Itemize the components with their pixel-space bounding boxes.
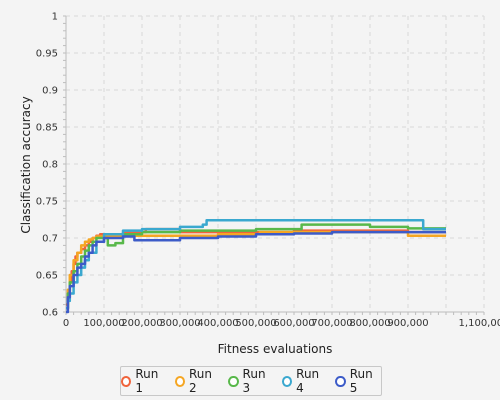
x-tick-label: 100,000 xyxy=(83,318,124,329)
x-tick-label: 700,000 xyxy=(311,318,352,329)
series-layer xyxy=(66,218,446,314)
legend-item-2[interactable]: Run 2 xyxy=(174,367,221,395)
x-tick-label: 200,000 xyxy=(121,318,162,329)
x-tick-label: 900,000 xyxy=(387,318,428,329)
legend-swatch-icon xyxy=(228,375,239,387)
legend-item-3[interactable]: Run 3 xyxy=(228,367,274,395)
legend-item-4[interactable]: Run 4 xyxy=(281,367,328,395)
legend-swatch-icon xyxy=(281,375,293,387)
y-tick-label: 0.9 xyxy=(42,86,58,97)
legend-item-5[interactable]: Run 5 xyxy=(335,367,381,395)
legend-label: Run 4 xyxy=(296,367,320,395)
legend-swatch-icon xyxy=(174,375,185,387)
x-tick-label: 0 xyxy=(63,318,69,329)
x-tick-label: 1,100,000 xyxy=(459,318,500,329)
legend-label: Run 1 xyxy=(135,367,159,395)
axis-layer: 0 100,000200,000300,000400,000500,000600,… xyxy=(36,12,500,330)
y-tick-label: 0.75 xyxy=(36,197,58,208)
legend-label: Run 2 xyxy=(188,367,212,395)
x-axis-title: Fitness evaluations xyxy=(218,342,333,356)
x-tick-label: 500,000 xyxy=(235,318,276,329)
x-tick-label: 400,000 xyxy=(197,318,238,329)
y-tick-label: 0.8 xyxy=(42,160,58,171)
y-tick-label: 0.7 xyxy=(42,234,58,245)
legend-label: Run 5 xyxy=(349,367,373,395)
y-tick-label: 0.6 xyxy=(42,308,58,319)
x-tick-label: 300,000 xyxy=(159,318,200,329)
legend-swatch-icon xyxy=(121,375,132,387)
y-tick-label: 0.85 xyxy=(36,123,58,134)
y-axis-title: Classification accuracy xyxy=(19,96,33,233)
legend-label: Run 3 xyxy=(242,367,266,395)
y-tick-label: 0.95 xyxy=(36,49,58,60)
x-tick-label: 800,000 xyxy=(349,318,390,329)
legend: Run 1 Run 2 Run 3 Run 4 Run 5 xyxy=(120,366,382,396)
y-tick-label: 0.65 xyxy=(36,271,58,282)
x-tick-label: 600,000 xyxy=(273,318,314,329)
series-line-5 xyxy=(66,230,446,314)
grid-layer xyxy=(66,15,485,312)
legend-item-1[interactable]: Run 1 xyxy=(121,367,167,395)
legend-swatch-icon xyxy=(335,375,346,387)
y-tick-label: 1 xyxy=(52,12,58,23)
